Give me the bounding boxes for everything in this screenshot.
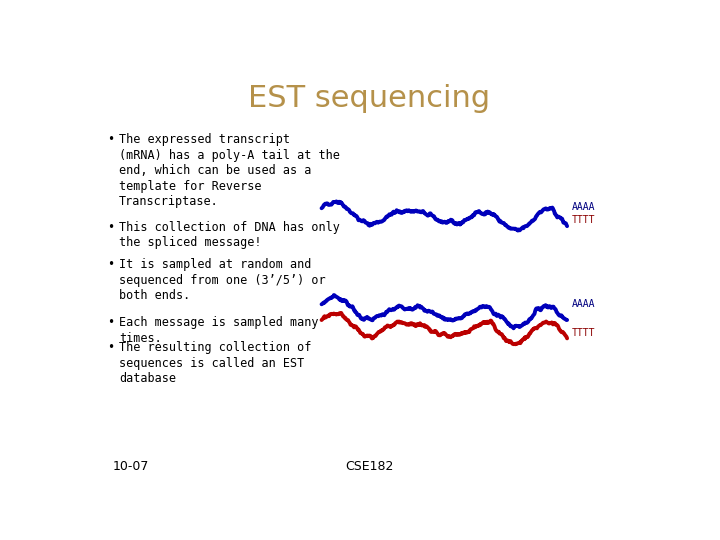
- Text: •: •: [107, 341, 114, 354]
- Text: It is sampled at random and
sequenced from one (3’/5’) or
both ends.: It is sampled at random and sequenced fr…: [119, 258, 325, 302]
- Text: EST sequencing: EST sequencing: [248, 84, 490, 112]
- Text: TTTT: TTTT: [572, 215, 595, 225]
- Text: This collection of DNA has only
the spliced message!: This collection of DNA has only the spli…: [119, 221, 340, 249]
- Text: The resulting collection of
sequences is called an EST
database: The resulting collection of sequences is…: [119, 341, 311, 386]
- Text: AAAA: AAAA: [572, 299, 595, 309]
- Text: Each message is sampled many
times.: Each message is sampled many times.: [119, 316, 318, 345]
- Text: TTTT: TTTT: [572, 328, 595, 338]
- Text: CSE182: CSE182: [345, 460, 393, 473]
- Text: 10-07: 10-07: [112, 460, 149, 473]
- Text: •: •: [107, 316, 114, 329]
- Text: AAAA: AAAA: [572, 202, 595, 212]
- Text: •: •: [107, 258, 114, 271]
- Text: The expressed transcript
(mRNA) has a poly-A tail at the
end, which can be used : The expressed transcript (mRNA) has a po…: [119, 133, 340, 208]
- Text: •: •: [107, 133, 114, 146]
- Text: •: •: [107, 221, 114, 234]
